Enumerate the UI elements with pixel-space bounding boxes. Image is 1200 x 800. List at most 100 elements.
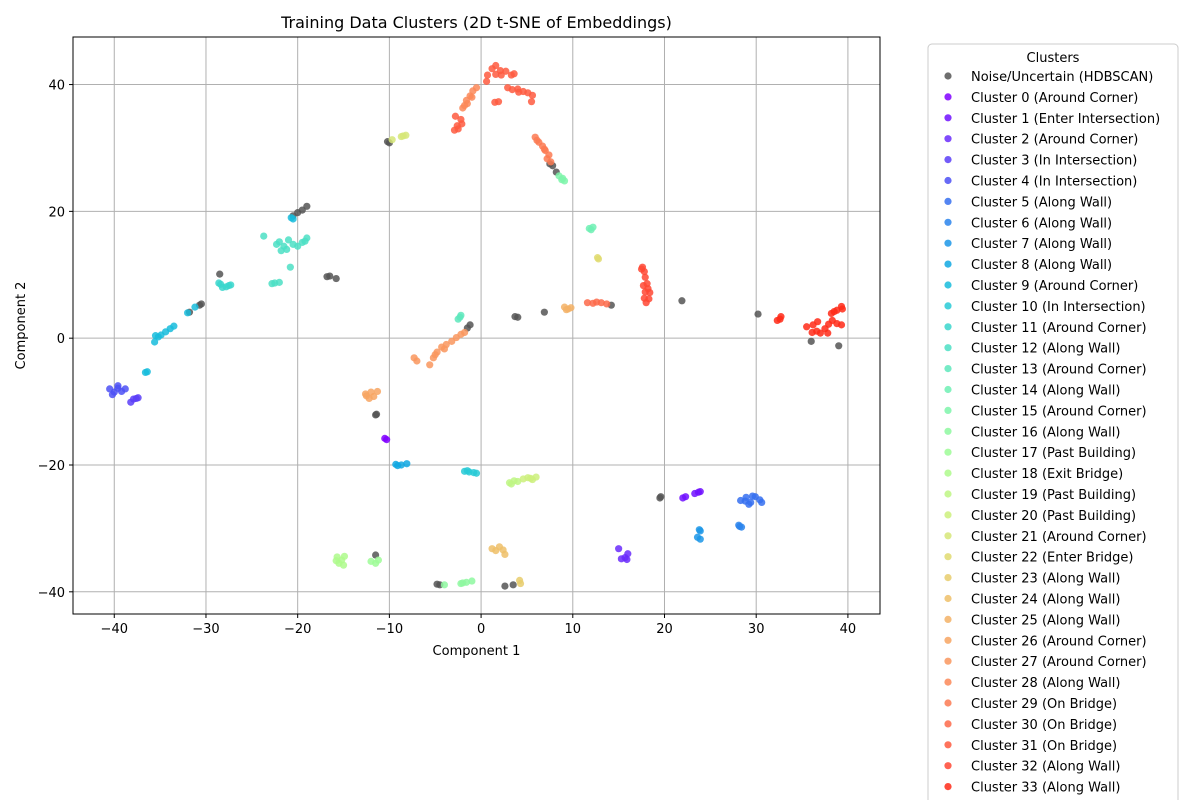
legend-marker xyxy=(944,156,952,164)
data-point xyxy=(547,158,555,166)
legend-label: Cluster 7 (Along Wall) xyxy=(971,237,1112,252)
grid-lines xyxy=(73,37,880,614)
x-tick-label: 30 xyxy=(748,622,765,637)
data-point xyxy=(472,469,481,477)
data-point xyxy=(460,101,469,110)
data-point xyxy=(646,288,654,297)
legend-marker xyxy=(944,448,952,456)
data-point xyxy=(272,240,281,248)
data-point xyxy=(323,273,331,281)
legend-marker xyxy=(944,260,952,268)
data-point xyxy=(426,361,434,369)
data-point xyxy=(540,308,548,316)
data-point xyxy=(527,474,535,482)
legend-label: Cluster 19 (Past Building) xyxy=(971,488,1136,503)
data-point xyxy=(456,313,464,321)
legend-label: Cluster 21 (Around Corner) xyxy=(971,530,1147,545)
x-tick-label: 40 xyxy=(840,622,857,637)
y-tick-label: −20 xyxy=(38,459,65,474)
data-point xyxy=(114,382,122,390)
data-point xyxy=(516,579,525,588)
data-point xyxy=(642,299,650,307)
data-point xyxy=(515,88,523,96)
data-point xyxy=(216,270,224,278)
data-point xyxy=(227,281,235,289)
legend-marker xyxy=(944,678,952,686)
data-point xyxy=(643,280,651,288)
data-points xyxy=(106,61,847,590)
legend-label: Cluster 0 (Around Corner) xyxy=(971,91,1138,106)
data-point xyxy=(468,93,476,101)
data-point xyxy=(191,303,199,311)
data-point xyxy=(696,488,704,496)
data-point xyxy=(332,274,340,283)
legend-marker xyxy=(944,135,952,143)
data-point xyxy=(268,280,276,288)
legend-marker xyxy=(944,197,952,205)
data-point xyxy=(361,390,370,398)
data-point xyxy=(597,299,605,307)
data-point xyxy=(284,236,293,244)
data-point xyxy=(494,98,503,106)
data-point xyxy=(283,245,291,254)
legend-marker xyxy=(944,636,952,644)
plot-area-frame xyxy=(72,36,881,615)
data-point xyxy=(431,351,439,359)
legend-label: Cluster 13 (Around Corner) xyxy=(971,363,1147,378)
data-point xyxy=(440,581,449,589)
legend-label: Cluster 27 (Around Corner) xyxy=(971,655,1147,670)
chart-title: Training Data Clusters (2D t-SNE of Embe… xyxy=(280,13,672,32)
legend-marker xyxy=(944,720,952,728)
legend-marker xyxy=(944,762,952,770)
data-point xyxy=(776,315,784,323)
data-point xyxy=(433,580,441,588)
x-axis-label: Component 1 xyxy=(433,644,521,659)
legend-label: Cluster 30 (On Bridge) xyxy=(971,718,1117,733)
data-point xyxy=(287,214,295,222)
data-point xyxy=(372,410,381,418)
data-point xyxy=(301,237,309,245)
y-tick-label: 40 xyxy=(48,79,65,94)
legend-marker xyxy=(944,594,952,603)
legend-label: Cluster 25 (Along Wall) xyxy=(971,613,1120,628)
legend-marker xyxy=(944,114,952,122)
legend-marker xyxy=(944,657,952,665)
data-point xyxy=(394,462,402,470)
legend-label: Cluster 10 (In Intersection) xyxy=(971,300,1146,315)
legend-marker xyxy=(944,176,952,185)
data-point xyxy=(151,332,160,340)
legend-marker xyxy=(944,574,952,582)
x-tick-label: −40 xyxy=(101,622,128,637)
legend-marker xyxy=(944,553,952,561)
data-point xyxy=(509,581,517,589)
data-point xyxy=(623,555,631,564)
data-point xyxy=(501,582,509,590)
data-point xyxy=(678,297,686,305)
data-point xyxy=(696,535,704,543)
legend-marker xyxy=(944,490,952,498)
data-point xyxy=(501,550,509,558)
data-point xyxy=(294,242,302,250)
data-point xyxy=(497,71,505,79)
y-tick-label: 0 xyxy=(57,332,65,347)
legend-marker xyxy=(944,344,952,352)
legend-marker xyxy=(944,385,952,394)
data-point xyxy=(492,70,500,79)
legend-label: Cluster 3 (In Intersection) xyxy=(971,154,1137,169)
legend-label: Cluster 14 (Along Wall) xyxy=(971,384,1120,399)
data-point xyxy=(383,436,391,444)
legend-marker xyxy=(944,406,952,414)
data-point xyxy=(373,387,382,396)
data-point xyxy=(215,279,223,287)
legend-marker xyxy=(944,302,952,310)
data-point xyxy=(286,263,294,271)
data-point xyxy=(340,552,349,560)
legend-label: Cluster 11 (Around Corner) xyxy=(971,321,1147,336)
data-point xyxy=(151,338,159,346)
data-point xyxy=(657,493,665,501)
legend-marker xyxy=(944,239,952,247)
data-point xyxy=(388,136,396,144)
legend-label: Cluster 6 (Along Wall) xyxy=(971,216,1112,231)
data-point xyxy=(814,318,822,326)
legend-marker xyxy=(944,281,952,289)
